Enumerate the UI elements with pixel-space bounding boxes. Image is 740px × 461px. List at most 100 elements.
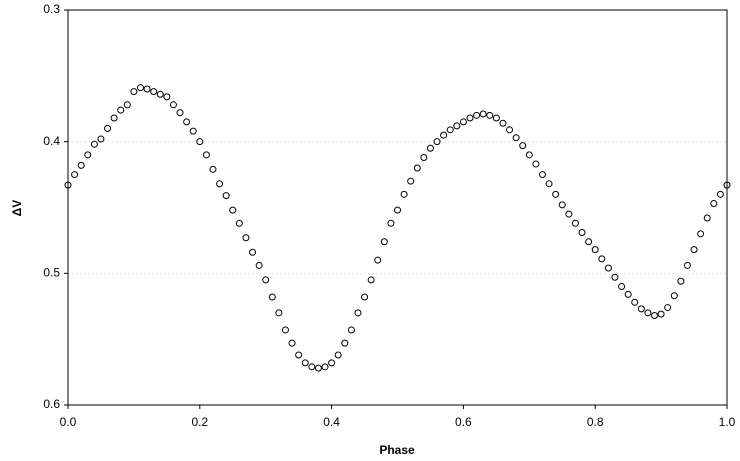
data-point [64,181,72,189]
data-point [242,234,250,242]
data-point [433,138,441,146]
data-point [552,190,560,198]
data-point [84,151,92,159]
data-point [492,114,500,122]
data-point [328,359,336,367]
data-point [117,106,125,114]
data-point [209,165,217,173]
x-tick-label: 0.8 [587,415,604,429]
data-point [486,111,494,119]
data-point [571,219,579,227]
data-point [506,126,514,134]
data-point [525,151,533,159]
data-point [374,256,382,264]
data-point [367,276,375,284]
data-point [400,190,408,198]
data-point [189,127,197,135]
data-point [341,339,349,347]
data-point [459,118,467,126]
data-point [347,326,355,334]
data-point [143,85,151,93]
data-point [222,192,230,200]
data-point [499,119,507,127]
data-point [440,131,448,139]
data-point [97,135,105,143]
data-point [420,153,428,161]
data-point [130,88,138,96]
x-tick-label: 0.6 [455,415,472,429]
data-point [354,309,362,317]
data-point [565,210,573,218]
data-point [136,84,144,92]
data-point [176,109,184,117]
data-point [196,138,204,146]
data-point [268,293,276,301]
data-point [183,118,191,126]
data-point [710,200,718,208]
y-tick-label: 0.3 [43,2,60,16]
data-point [275,309,283,317]
data-point [295,351,303,359]
data-point [216,180,224,188]
data-point [598,255,606,263]
x-tick-label: 0.0 [60,415,77,429]
y-tick-label: 0.4 [43,134,60,148]
data-point [532,160,540,168]
data-point [512,134,520,142]
data-point [301,359,309,367]
data-point [235,219,243,227]
data-point [262,276,270,284]
data-point [156,90,164,98]
data-point [150,88,158,96]
data-point [407,177,415,185]
data-point [413,164,421,172]
data-point [110,114,118,122]
data-point [611,273,619,281]
data-point [591,246,599,254]
data-point [538,171,546,179]
data-point [446,126,454,134]
data-point [473,111,481,119]
data-point [657,310,665,318]
data-point [558,201,566,209]
data-point [664,304,672,312]
data-point [202,151,210,159]
y-tick-label: 0.6 [43,397,60,411]
data-point [683,261,691,269]
data-point [308,363,316,371]
data-point [631,298,639,306]
plot-frame [67,9,728,406]
data-point [255,261,263,269]
data-point [281,326,289,334]
x-tick-label: 0.4 [323,415,340,429]
x-axis-title: Phase [379,443,415,457]
data-point [104,125,112,132]
data-point [604,264,612,272]
data-point [77,161,85,169]
data-point [314,364,322,372]
y-axis-title: ΔV [10,200,24,217]
data-point [387,219,395,227]
data-point [677,277,685,285]
data-point [651,311,659,319]
data-point [288,339,296,347]
data-point [163,93,171,101]
data-point [71,171,79,179]
data-point [229,206,237,214]
data-point [479,110,487,118]
data-point [380,238,388,246]
data-point [624,290,632,298]
data-point [545,180,553,188]
data-point [637,305,645,313]
data-point [585,238,593,246]
data-point [466,114,474,122]
data-point [644,309,652,317]
data-point [123,101,131,109]
data-point [578,229,586,237]
data-point [670,292,678,300]
data-point [361,293,369,301]
data-point [697,230,705,238]
data-point [453,122,461,130]
data-point [169,101,177,109]
